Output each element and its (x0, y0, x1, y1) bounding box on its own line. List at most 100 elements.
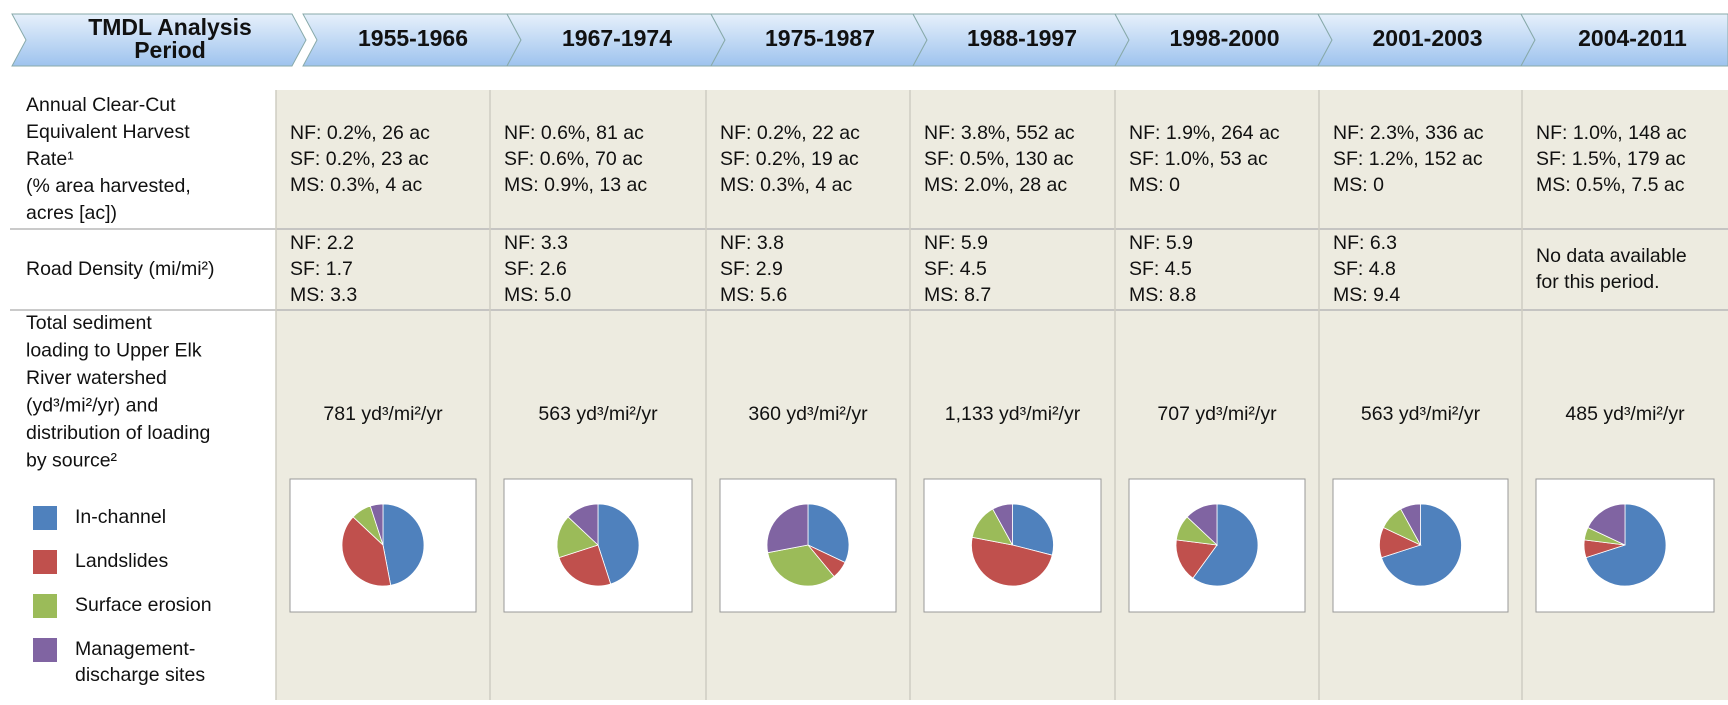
legend-label: Landslides (75, 550, 168, 572)
harvest-cell: SF: 0.2%, 23 ac (290, 148, 429, 170)
road-cell: SF: 4.8 (1333, 258, 1396, 280)
road-cell: NF: 6.3 (1333, 232, 1397, 254)
row-label: (% area harvested, (26, 175, 191, 197)
row-label: Road Density (mi/mi²) (26, 258, 215, 280)
road-cell: NF: 3.3 (504, 232, 568, 254)
harvest-cell: MS: 0.3%, 4 ac (720, 174, 852, 196)
sediment-value: 781 yd³/mi²/yr (323, 403, 443, 425)
period-label: 1975-1987 (765, 25, 875, 51)
sediment-value: 485 yd³/mi²/yr (1565, 403, 1685, 425)
header-label: Period (134, 37, 206, 63)
period-label: 2004-2011 (1578, 25, 1687, 51)
road-cell: for this period. (1536, 271, 1660, 293)
row-label: distribution of loading (26, 422, 210, 444)
legend-swatch (33, 594, 57, 618)
header-chevron (1520, 13, 1728, 67)
harvest-cell: MS: 0 (1129, 174, 1180, 196)
pie-slice (567, 503, 599, 546)
pie-slice (558, 544, 612, 587)
road-cell: MS: 3.3 (290, 284, 357, 306)
pie-slice (1381, 503, 1462, 587)
pie-slice (1192, 503, 1259, 587)
legend-label: Surface erosion (75, 594, 212, 616)
harvest-cell: MS: 0.3%, 4 ac (290, 174, 422, 196)
road-cell: No data available (1536, 245, 1687, 267)
pie-slice (1186, 503, 1218, 546)
harvest-cell: SF: 1.5%, 179 ac (1536, 148, 1686, 170)
pie-slice (369, 503, 384, 546)
road-cell: NF: 3.8 (720, 232, 784, 254)
period-label: 1967-1974 (562, 25, 672, 51)
harvest-cell: NF: 3.8%, 552 ac (924, 122, 1075, 144)
pie-slice (556, 516, 599, 559)
road-cell: SF: 4.5 (924, 258, 987, 280)
harvest-cell: MS: 0 (1333, 174, 1384, 196)
road-cell: SF: 1.7 (290, 258, 353, 280)
row-label: Equivalent Harvest (26, 121, 190, 143)
pie-slice (1585, 503, 1667, 587)
row-label: River watershed (26, 367, 167, 389)
sediment-value: 360 yd³/mi²/yr (748, 403, 868, 425)
pie-slice (597, 503, 640, 585)
harvest-cell: MS: 2.0%, 28 ac (924, 174, 1067, 196)
legend-label: Management- (75, 638, 195, 660)
harvest-cell: NF: 0.6%, 81 ac (504, 122, 644, 144)
harvest-cell: SF: 0.6%, 70 ac (504, 148, 643, 170)
road-cell: MS: 9.4 (1333, 284, 1400, 306)
harvest-cell: NF: 2.3%, 336 ac (1333, 122, 1484, 144)
row-label: acres [ac]) (26, 202, 117, 224)
pie-slice (1587, 503, 1626, 546)
pie-slice (766, 503, 809, 554)
pie-slice (992, 503, 1013, 546)
sediment-value: 1,133 yd³/mi²/yr (945, 403, 1081, 425)
road-cell: NF: 2.2 (290, 232, 354, 254)
period-label: 2001-2003 (1373, 25, 1483, 51)
pie-slice (382, 503, 425, 586)
road-cell: SF: 2.6 (504, 258, 567, 280)
harvest-cell: SF: 1.2%, 152 ac (1333, 148, 1483, 170)
legend-swatch (33, 550, 57, 574)
pie-slice (767, 544, 835, 587)
sediment-value: 563 yd³/mi²/yr (538, 403, 658, 425)
legend-swatch (33, 506, 57, 530)
legend-label: discharge sites (75, 664, 205, 686)
row-label: (yd³/mi²/yr) and (26, 395, 158, 417)
period-label: 1988-1997 (967, 25, 1077, 51)
row-label: by source² (26, 450, 118, 472)
harvest-cell: SF: 1.0%, 53 ac (1129, 148, 1268, 170)
pie-slice (341, 516, 392, 587)
harvest-cell: MS: 0.5%, 7.5 ac (1536, 174, 1685, 196)
road-cell: NF: 5.9 (1129, 232, 1193, 254)
row-label: Rate¹ (26, 148, 74, 170)
sediment-value: 563 yd³/mi²/yr (1361, 403, 1481, 425)
road-cell: MS: 5.0 (504, 284, 571, 306)
harvest-cell: NF: 1.9%, 264 ac (1129, 122, 1280, 144)
pie-slice (1175, 539, 1218, 579)
road-cell: SF: 2.9 (720, 258, 783, 280)
period-label: 1998-2000 (1170, 25, 1280, 51)
harvest-cell: NF: 0.2%, 26 ac (290, 122, 430, 144)
road-cell: SF: 4.5 (1129, 258, 1192, 280)
row-label: Total sediment (26, 312, 152, 334)
legend-swatch (33, 638, 57, 662)
period-label: 1955-1966 (358, 25, 468, 51)
row-label: loading to Upper Elk (26, 340, 202, 362)
header-chevron (11, 13, 307, 67)
pie-slice (807, 503, 850, 563)
sediment-value: 707 yd³/mi²/yr (1157, 403, 1277, 425)
road-cell: MS: 5.6 (720, 284, 787, 306)
header-label: TMDL Analysis (88, 14, 252, 40)
road-cell: NF: 5.9 (924, 232, 988, 254)
road-cell: MS: 8.8 (1129, 284, 1196, 306)
legend-label: In-channel (75, 506, 166, 528)
pie-slice (1012, 503, 1054, 556)
pie-slice (1400, 503, 1421, 546)
harvest-cell: SF: 0.2%, 19 ac (720, 148, 859, 170)
harvest-cell: SF: 0.5%, 130 ac (924, 148, 1074, 170)
harvest-cell: MS: 0.9%, 13 ac (504, 174, 647, 196)
pie-slice (971, 536, 1053, 587)
harvest-cell: NF: 1.0%, 148 ac (1536, 122, 1687, 144)
road-cell: MS: 8.7 (924, 284, 991, 306)
